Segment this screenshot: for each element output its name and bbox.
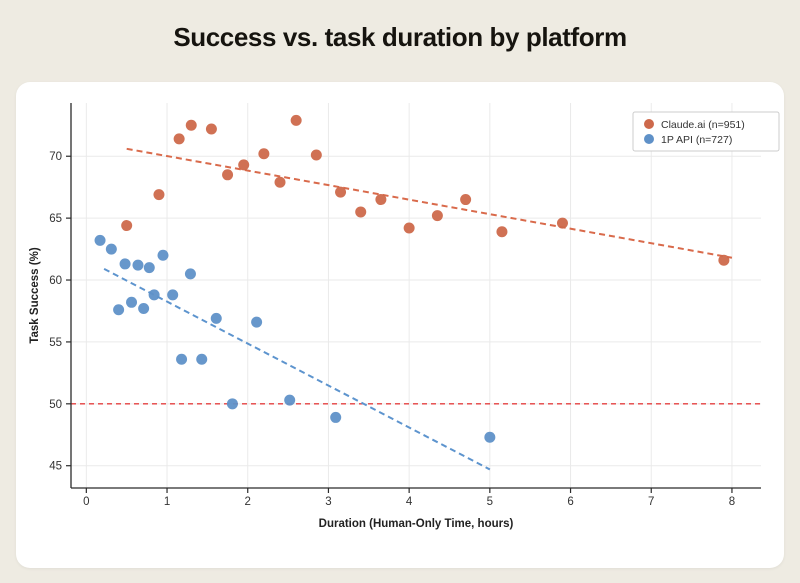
x-tick-label: 0 [83, 496, 89, 508]
chart-card: 0 1 2 3 4 5 6 7 8 45 50 55 60 65 70 Duration (Human-Onl… [16, 82, 784, 568]
data-point-series-0 [185, 119, 197, 131]
trend-line-series-0 [126, 147, 733, 259]
data-point-series-1 [132, 259, 144, 271]
data-point-series-0 [153, 189, 165, 201]
data-point-series-0 [403, 222, 415, 234]
data-point-series-1 [148, 289, 160, 301]
x-tick-label: 5 [487, 496, 493, 508]
data-point-series-0 [355, 206, 367, 218]
data-point-series-1 [143, 262, 155, 274]
data-point-series-1 [226, 398, 238, 410]
data-point-series-1 [138, 302, 150, 314]
data-point-series-1 [484, 431, 496, 443]
data-point-series-0 [375, 194, 387, 206]
x-tick-label: 8 [729, 496, 735, 508]
y-tick-label: 45 [49, 461, 62, 473]
x-tick-label: 3 [325, 496, 331, 508]
data-point-series-0 [238, 159, 250, 171]
data-point-series-1 [284, 394, 296, 406]
legend-marker-series-1 [644, 134, 654, 144]
data-point-series-0 [222, 169, 234, 181]
data-point-series-0 [460, 194, 472, 206]
x-axis-title: Duration (Human-Only Time, hours) [319, 518, 514, 530]
data-point-series-0 [258, 148, 270, 160]
data-point-series-0 [431, 210, 443, 222]
data-point-series-1 [184, 268, 196, 280]
data-point-series-0 [496, 226, 508, 238]
data-point-series-1 [119, 258, 131, 270]
data-point-series-0 [173, 133, 185, 145]
data-point-series-1 [167, 289, 179, 301]
data-point-series-0 [290, 114, 302, 126]
legend-label-series-0: Claude.ai (n=951) [661, 119, 745, 131]
legend-box [632, 111, 780, 152]
chart-title: Success vs. task duration by platform [173, 22, 627, 52]
data-point-series-1 [126, 296, 138, 308]
data-point-series-1 [251, 316, 263, 328]
trend-line-series-1 [103, 267, 491, 471]
x-tick-label: 1 [164, 496, 170, 508]
data-point-series-1 [94, 234, 106, 246]
legend-label-series-1: 1P API (n=727) [661, 134, 732, 146]
data-point-series-1 [210, 312, 222, 324]
data-point-series-1 [330, 411, 342, 423]
data-point-series-0 [718, 254, 730, 266]
y-tick-label: 70 [49, 151, 62, 163]
y-tick-label: 50 [49, 399, 62, 411]
data-point-series-0 [274, 176, 286, 188]
x-tick-label: 2 [245, 496, 251, 508]
data-point-series-0 [205, 123, 217, 135]
data-point-series-0 [335, 186, 347, 198]
x-tick-label: 6 [567, 496, 573, 508]
y-tick-label: 55 [49, 337, 62, 349]
data-point-series-1 [157, 249, 169, 261]
data-point-series-1 [113, 304, 125, 316]
y-axis-title: Task Success (%) [29, 247, 41, 343]
x-tick-label: 7 [648, 496, 654, 508]
y-tick-label: 65 [49, 213, 62, 225]
legend-marker-series-0 [644, 119, 654, 129]
data-point-series-0 [556, 217, 568, 229]
data-point-series-0 [121, 220, 133, 232]
data-point-series-1 [176, 353, 188, 365]
x-tick-label: 4 [406, 496, 413, 508]
data-point-series-1 [196, 353, 208, 365]
data-point-series-0 [310, 149, 322, 161]
data-point-series-1 [105, 243, 117, 255]
y-tick-label: 60 [49, 275, 62, 287]
